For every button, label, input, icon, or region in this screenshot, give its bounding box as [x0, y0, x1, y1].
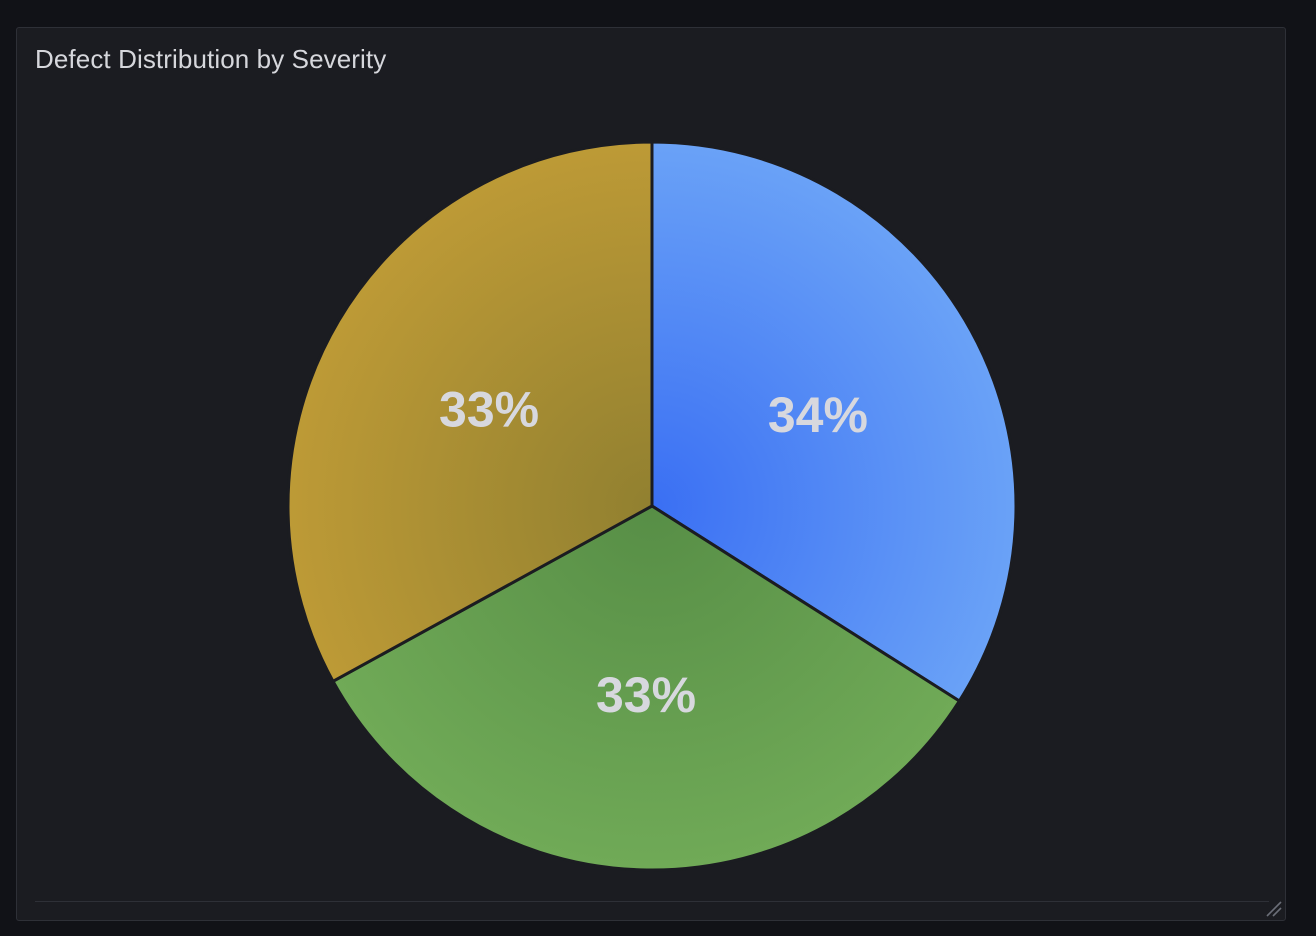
- panel-divider: [35, 901, 1269, 902]
- chart-panel: Defect Distribution by Severity 34% 33% 33…: [16, 27, 1286, 921]
- pie-chart: 34% 33% 33%: [286, 140, 1018, 872]
- slice-percent-label: 33%: [439, 382, 539, 438]
- slice-percent-label: 34%: [768, 387, 868, 443]
- pie-slice[interactable]: [650, 140, 1018, 703]
- resize-handle-icon[interactable]: [1264, 899, 1282, 917]
- pie-slice[interactable]: [331, 504, 961, 872]
- panel-title: Defect Distribution by Severity: [35, 44, 387, 74]
- slice-percent-label: 33%: [596, 667, 696, 723]
- pie-slice[interactable]: [286, 140, 654, 683]
